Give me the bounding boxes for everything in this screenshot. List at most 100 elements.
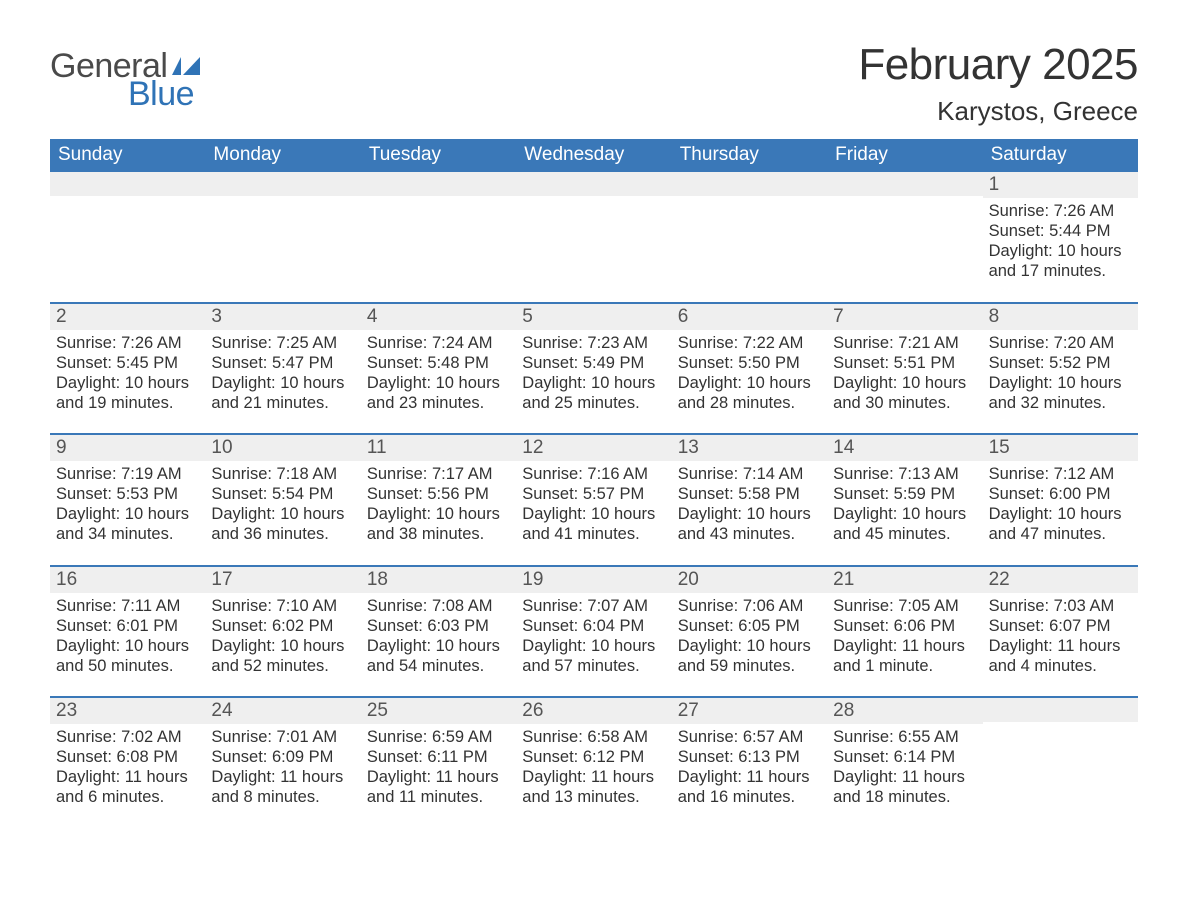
sunset-text: Sunset: 5:45 PM	[56, 353, 199, 373]
day-cell: 9Sunrise: 7:19 AMSunset: 5:53 PMDaylight…	[50, 435, 205, 565]
day-number: 16	[50, 567, 205, 593]
day-number: 11	[361, 435, 516, 461]
day-number	[361, 172, 516, 196]
day-body	[361, 196, 516, 276]
sunset-text: Sunset: 5:44 PM	[989, 221, 1132, 241]
day-cell	[361, 172, 516, 302]
week-row: 2Sunrise: 7:26 AMSunset: 5:45 PMDaylight…	[50, 302, 1138, 434]
sunrise-text: Sunrise: 6:55 AM	[833, 727, 976, 747]
day-body: Sunrise: 7:13 AMSunset: 5:59 PMDaylight:…	[827, 461, 982, 545]
day-body: Sunrise: 7:24 AMSunset: 5:48 PMDaylight:…	[361, 330, 516, 414]
daylight-text: Daylight: 10 hours and 47 minutes.	[989, 504, 1132, 544]
sunset-text: Sunset: 5:51 PM	[833, 353, 976, 373]
day-number	[983, 698, 1138, 722]
sunrise-text: Sunrise: 7:08 AM	[367, 596, 510, 616]
daylight-text: Daylight: 10 hours and 50 minutes.	[56, 636, 199, 676]
day-body: Sunrise: 6:58 AMSunset: 6:12 PMDaylight:…	[516, 724, 671, 808]
day-cell	[672, 172, 827, 302]
sunset-text: Sunset: 5:59 PM	[833, 484, 976, 504]
sunset-text: Sunset: 6:01 PM	[56, 616, 199, 636]
day-body: Sunrise: 6:55 AMSunset: 6:14 PMDaylight:…	[827, 724, 982, 808]
day-number: 27	[672, 698, 827, 724]
day-body: Sunrise: 7:08 AMSunset: 6:03 PMDaylight:…	[361, 593, 516, 677]
week-row: 23Sunrise: 7:02 AMSunset: 6:08 PMDayligh…	[50, 696, 1138, 828]
sunrise-text: Sunrise: 7:01 AM	[211, 727, 354, 747]
daylight-text: Daylight: 10 hours and 34 minutes.	[56, 504, 199, 544]
week-row: 1Sunrise: 7:26 AMSunset: 5:44 PMDaylight…	[50, 172, 1138, 302]
day-cell: 20Sunrise: 7:06 AMSunset: 6:05 PMDayligh…	[672, 567, 827, 697]
month-title: February 2025	[858, 40, 1138, 90]
sunset-text: Sunset: 6:05 PM	[678, 616, 821, 636]
day-cell: 28Sunrise: 6:55 AMSunset: 6:14 PMDayligh…	[827, 698, 982, 828]
day-body: Sunrise: 7:12 AMSunset: 6:00 PMDaylight:…	[983, 461, 1138, 545]
daylight-text: Daylight: 10 hours and 43 minutes.	[678, 504, 821, 544]
day-number	[516, 172, 671, 196]
daylight-text: Daylight: 10 hours and 19 minutes.	[56, 373, 199, 413]
page-header: General Blue February 2025 Karystos, Gre…	[50, 40, 1138, 127]
day-cell	[50, 172, 205, 302]
daylight-text: Daylight: 11 hours and 1 minute.	[833, 636, 976, 676]
day-cell: 13Sunrise: 7:14 AMSunset: 5:58 PMDayligh…	[672, 435, 827, 565]
day-body	[205, 196, 360, 276]
logo: General Blue	[50, 40, 200, 111]
day-number: 14	[827, 435, 982, 461]
day-cell: 3Sunrise: 7:25 AMSunset: 5:47 PMDaylight…	[205, 304, 360, 434]
daylight-text: Daylight: 10 hours and 21 minutes.	[211, 373, 354, 413]
daylight-text: Daylight: 11 hours and 6 minutes.	[56, 767, 199, 807]
day-cell: 7Sunrise: 7:21 AMSunset: 5:51 PMDaylight…	[827, 304, 982, 434]
location-label: Karystos, Greece	[858, 96, 1138, 127]
sunrise-text: Sunrise: 7:11 AM	[56, 596, 199, 616]
day-body: Sunrise: 7:21 AMSunset: 5:51 PMDaylight:…	[827, 330, 982, 414]
sunset-text: Sunset: 6:12 PM	[522, 747, 665, 767]
daylight-text: Daylight: 10 hours and 59 minutes.	[678, 636, 821, 676]
day-number: 26	[516, 698, 671, 724]
day-number: 5	[516, 304, 671, 330]
day-cell: 21Sunrise: 7:05 AMSunset: 6:06 PMDayligh…	[827, 567, 982, 697]
day-cell	[983, 698, 1138, 828]
sunset-text: Sunset: 5:54 PM	[211, 484, 354, 504]
daylight-text: Daylight: 10 hours and 25 minutes.	[522, 373, 665, 413]
sunrise-text: Sunrise: 7:13 AM	[833, 464, 976, 484]
day-number: 10	[205, 435, 360, 461]
daylight-text: Daylight: 10 hours and 23 minutes.	[367, 373, 510, 413]
logo-text-blue: Blue	[50, 78, 200, 110]
sunset-text: Sunset: 5:57 PM	[522, 484, 665, 504]
day-cell: 1Sunrise: 7:26 AMSunset: 5:44 PMDaylight…	[983, 172, 1138, 302]
day-number: 13	[672, 435, 827, 461]
weekday-header: Wednesday	[516, 139, 671, 172]
day-body: Sunrise: 7:11 AMSunset: 6:01 PMDaylight:…	[50, 593, 205, 677]
day-number: 12	[516, 435, 671, 461]
sunset-text: Sunset: 6:00 PM	[989, 484, 1132, 504]
day-number: 3	[205, 304, 360, 330]
daylight-text: Daylight: 10 hours and 36 minutes.	[211, 504, 354, 544]
day-body: Sunrise: 7:14 AMSunset: 5:58 PMDaylight:…	[672, 461, 827, 545]
sunset-text: Sunset: 5:50 PM	[678, 353, 821, 373]
day-body: Sunrise: 7:20 AMSunset: 5:52 PMDaylight:…	[983, 330, 1138, 414]
day-number: 25	[361, 698, 516, 724]
daylight-text: Daylight: 10 hours and 57 minutes.	[522, 636, 665, 676]
day-cell: 12Sunrise: 7:16 AMSunset: 5:57 PMDayligh…	[516, 435, 671, 565]
sunset-text: Sunset: 5:52 PM	[989, 353, 1132, 373]
sunrise-text: Sunrise: 7:05 AM	[833, 596, 976, 616]
day-body	[983, 722, 1138, 802]
daylight-text: Daylight: 10 hours and 28 minutes.	[678, 373, 821, 413]
day-number: 17	[205, 567, 360, 593]
sunrise-text: Sunrise: 7:20 AM	[989, 333, 1132, 353]
sunrise-text: Sunrise: 7:25 AM	[211, 333, 354, 353]
day-cell: 11Sunrise: 7:17 AMSunset: 5:56 PMDayligh…	[361, 435, 516, 565]
day-body: Sunrise: 7:26 AMSunset: 5:45 PMDaylight:…	[50, 330, 205, 414]
day-cell	[516, 172, 671, 302]
day-cell: 26Sunrise: 6:58 AMSunset: 6:12 PMDayligh…	[516, 698, 671, 828]
daylight-text: Daylight: 11 hours and 4 minutes.	[989, 636, 1132, 676]
day-number: 4	[361, 304, 516, 330]
day-body: Sunrise: 7:25 AMSunset: 5:47 PMDaylight:…	[205, 330, 360, 414]
sunset-text: Sunset: 6:03 PM	[367, 616, 510, 636]
sunrise-text: Sunrise: 7:07 AM	[522, 596, 665, 616]
weekday-header: Tuesday	[361, 139, 516, 172]
day-cell: 2Sunrise: 7:26 AMSunset: 5:45 PMDaylight…	[50, 304, 205, 434]
daylight-text: Daylight: 11 hours and 16 minutes.	[678, 767, 821, 807]
sunset-text: Sunset: 6:09 PM	[211, 747, 354, 767]
day-cell: 5Sunrise: 7:23 AMSunset: 5:49 PMDaylight…	[516, 304, 671, 434]
sunset-text: Sunset: 6:14 PM	[833, 747, 976, 767]
day-body: Sunrise: 7:01 AMSunset: 6:09 PMDaylight:…	[205, 724, 360, 808]
